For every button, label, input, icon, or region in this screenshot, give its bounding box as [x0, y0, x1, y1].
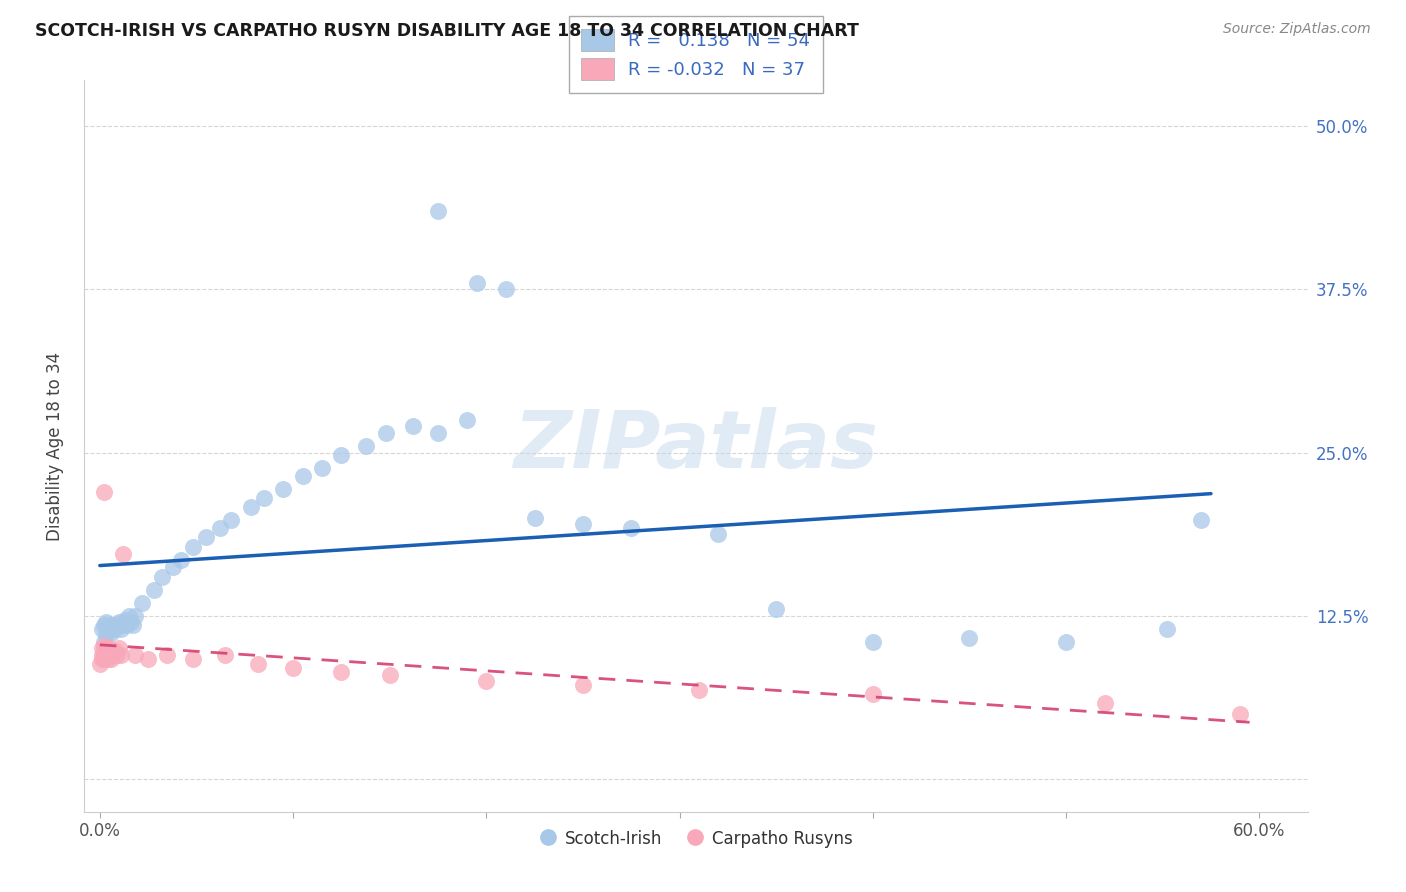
- Point: [253, 491, 276, 506]
- Point: [219, 513, 242, 527]
- Point: [378, 667, 401, 681]
- Point: [247, 657, 270, 672]
- Point: [523, 511, 546, 525]
- Point: [707, 526, 730, 541]
- Point: [90, 641, 112, 656]
- Point: [108, 615, 131, 630]
- Point: [103, 618, 125, 632]
- Point: [162, 560, 184, 574]
- Legend: Scotch-Irish, Carpatho Rusyns: Scotch-Irish, Carpatho Rusyns: [533, 823, 859, 855]
- Point: [1189, 513, 1212, 527]
- Point: [104, 644, 127, 658]
- Point: [862, 635, 884, 649]
- Point: [121, 618, 143, 632]
- Point: [98, 641, 121, 656]
- Point: [374, 425, 396, 440]
- Point: [100, 652, 122, 666]
- Point: [1229, 706, 1251, 721]
- Point: [120, 615, 142, 630]
- Point: [330, 665, 353, 679]
- Point: [330, 448, 353, 462]
- Point: [465, 276, 488, 290]
- Point: [475, 674, 498, 689]
- Point: [98, 648, 121, 662]
- Point: [104, 622, 127, 636]
- Point: [620, 521, 643, 535]
- Point: [94, 648, 117, 662]
- Point: [100, 644, 122, 658]
- Point: [273, 482, 295, 496]
- Point: [93, 635, 115, 649]
- Point: [108, 641, 131, 656]
- Point: [1054, 635, 1077, 649]
- Point: [94, 615, 117, 630]
- Point: [181, 540, 204, 554]
- Point: [115, 618, 138, 632]
- Point: [572, 517, 595, 532]
- Point: [118, 608, 141, 623]
- Point: [356, 439, 378, 453]
- Point: [156, 648, 179, 662]
- Point: [114, 613, 136, 627]
- Point: [89, 657, 111, 672]
- Point: [93, 652, 115, 666]
- Point: [170, 552, 193, 566]
- Point: [281, 661, 304, 675]
- Point: [105, 648, 128, 662]
- Point: [456, 413, 478, 427]
- Point: [111, 618, 134, 632]
- Point: [124, 608, 146, 623]
- Point: [427, 203, 450, 218]
- Point: [96, 652, 118, 666]
- Point: [142, 582, 165, 597]
- Point: [239, 500, 262, 515]
- Point: [90, 648, 112, 662]
- Point: [1094, 696, 1116, 710]
- Text: Source: ZipAtlas.com: Source: ZipAtlas.com: [1223, 22, 1371, 37]
- Point: [110, 648, 132, 662]
- Point: [495, 282, 517, 296]
- Point: [136, 652, 159, 666]
- Text: ZIPatlas: ZIPatlas: [513, 407, 879, 485]
- Point: [94, 628, 117, 642]
- Point: [90, 622, 112, 636]
- Point: [131, 596, 153, 610]
- Point: [93, 618, 115, 632]
- Point: [208, 521, 231, 535]
- Point: [957, 631, 980, 645]
- Point: [1156, 622, 1178, 636]
- Point: [103, 648, 125, 662]
- Point: [765, 602, 787, 616]
- Point: [214, 648, 236, 662]
- Point: [93, 484, 115, 499]
- Point: [572, 678, 595, 692]
- Point: [111, 548, 134, 562]
- Point: [427, 425, 450, 440]
- Point: [150, 569, 173, 583]
- Point: [291, 469, 314, 483]
- Point: [402, 419, 425, 434]
- Point: [96, 644, 118, 658]
- Text: SCOTCH-IRISH VS CARPATHO RUSYN DISABILITY AGE 18 TO 34 CORRELATION CHART: SCOTCH-IRISH VS CARPATHO RUSYN DISABILIT…: [35, 22, 859, 40]
- Y-axis label: Disability Age 18 to 34: Disability Age 18 to 34: [45, 351, 63, 541]
- Point: [688, 683, 710, 698]
- Point: [181, 652, 204, 666]
- Point: [93, 639, 115, 653]
- Point: [195, 530, 218, 544]
- Point: [862, 687, 884, 701]
- Point: [110, 622, 132, 636]
- Point: [94, 641, 117, 656]
- Point: [90, 652, 112, 666]
- Point: [93, 647, 115, 661]
- Point: [105, 618, 128, 632]
- Point: [311, 461, 333, 475]
- Point: [98, 618, 121, 632]
- Point: [96, 622, 118, 636]
- Point: [124, 648, 146, 662]
- Point: [100, 625, 122, 640]
